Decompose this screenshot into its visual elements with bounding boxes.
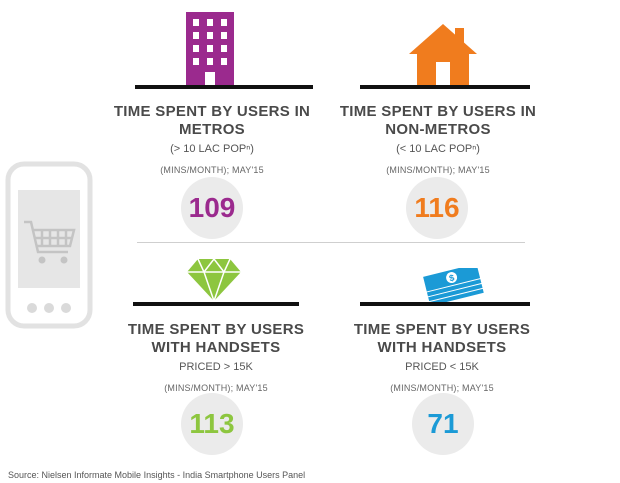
title-line: TIME SPENT BY USERS IN [339, 103, 537, 120]
low-price-panel: TIME SPENT BY USERS WITH HANDSETS PRICED… [322, 321, 562, 393]
metros-panel: TIME SPENT BY USERS IN METROS (> 10 LAC … [92, 103, 332, 175]
high-price-title: TIME SPENT BY USERS WITH HANDSETS [96, 321, 336, 357]
source-note: Source: Nielsen Informate Mobile Insight… [8, 470, 306, 480]
high-price-unit: (MINS/MONTH); MAY'15 [164, 383, 268, 393]
metros-unit: (MINS/MONTH); MAY'15 [160, 165, 264, 175]
title-line: TIME SPENT BY USERS IN [113, 103, 311, 120]
non-metros-value: 116 [406, 177, 468, 239]
diamond-icon [187, 258, 241, 302]
shelf-line [360, 85, 530, 89]
metros-title: TIME SPENT BY USERS IN METROS [92, 103, 332, 139]
low-price-unit: (MINS/MONTH); MAY'15 [390, 383, 494, 393]
metros-value: 109 [181, 177, 243, 239]
non-metros-panel: TIME SPENT BY USERS IN NON-METROS (< 10 … [318, 103, 558, 175]
low-price-title: TIME SPENT BY USERS WITH HANDSETS [322, 321, 562, 357]
low-price-value: 71 [412, 393, 474, 455]
title-line: NON-METROS [385, 121, 491, 138]
title-line: WITH HANDSETS [377, 339, 507, 356]
money-icon: $ [421, 268, 485, 306]
svg-text:$: $ [448, 273, 455, 284]
shelf-line [135, 85, 313, 89]
high-price-subtitle: PRICED > 15K [179, 361, 253, 373]
metros-subtitle: (> 10 LAC POPⁿ) [170, 143, 254, 155]
non-metros-title: TIME SPENT BY USERS IN NON-METROS [318, 103, 558, 139]
house-icon [409, 24, 477, 87]
title-line: TIME SPENT BY USERS [353, 321, 531, 338]
high-price-panel: TIME SPENT BY USERS WITH HANDSETS PRICED… [96, 321, 336, 393]
title-line: WITH HANDSETS [151, 339, 281, 356]
non-metros-unit: (MINS/MONTH); MAY'15 [386, 165, 490, 175]
non-metros-subtitle: (< 10 LAC POPⁿ) [396, 143, 480, 155]
section-divider [137, 242, 525, 243]
title-line: METROS [179, 121, 245, 138]
shelf-line [360, 302, 530, 306]
shopping-cart-phone-icon [5, 161, 93, 329]
low-price-subtitle: PRICED < 15K [405, 361, 479, 373]
shelf-line [133, 302, 299, 306]
building-icon [186, 12, 234, 87]
title-line: TIME SPENT BY USERS [127, 321, 305, 338]
high-price-value: 113 [181, 393, 243, 455]
